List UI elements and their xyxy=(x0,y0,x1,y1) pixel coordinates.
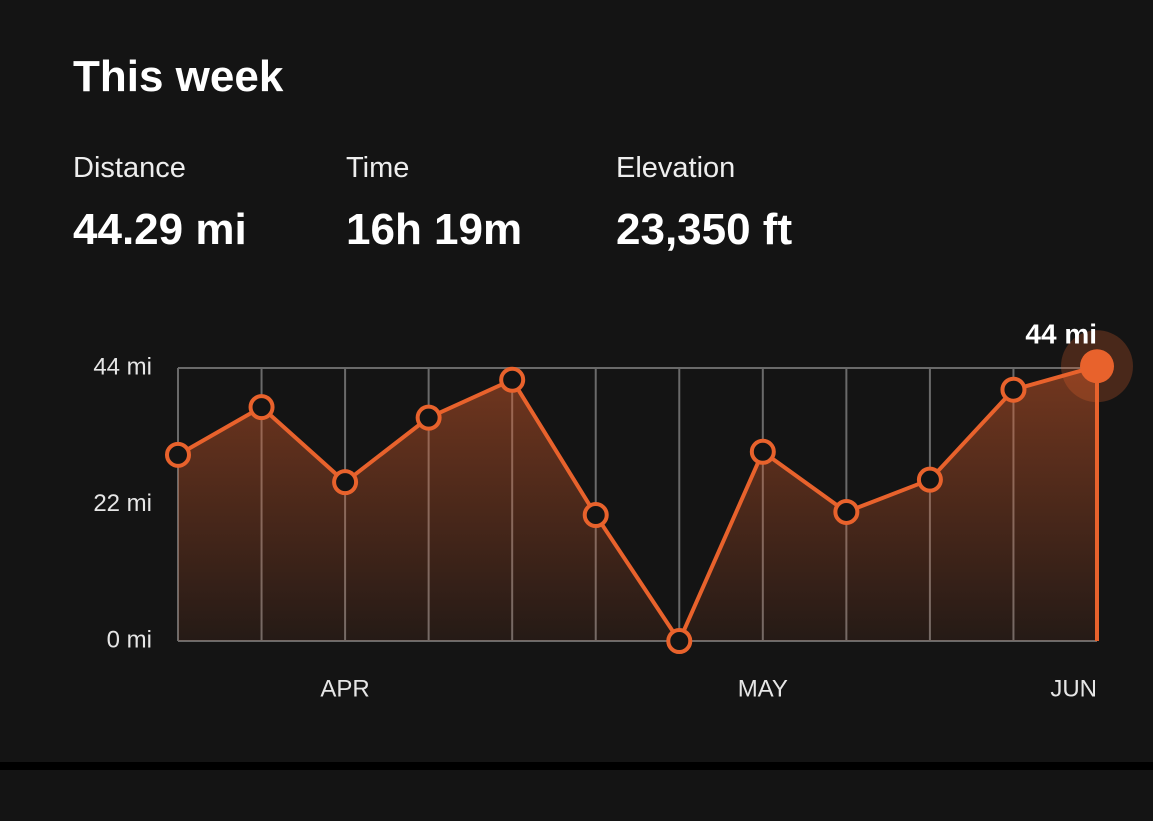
stat-value: 23,350 ft xyxy=(616,205,793,254)
stat: Elevation 23,350 ft xyxy=(616,152,792,255)
point xyxy=(332,469,359,496)
point xyxy=(499,366,526,393)
point xyxy=(833,498,860,525)
y-tick-label: 0 mi xyxy=(107,626,152,653)
area xyxy=(178,366,1097,641)
point xyxy=(165,441,191,468)
point xyxy=(582,502,609,529)
point xyxy=(749,438,776,465)
x-tick-label: MAY xyxy=(738,675,788,702)
point xyxy=(1000,376,1027,403)
separator xyxy=(0,762,1153,770)
stat-value: 44.29 mi xyxy=(73,205,247,254)
point xyxy=(248,394,275,421)
stat-value: 16h 19m xyxy=(346,205,523,254)
stat-label: Time xyxy=(346,152,410,184)
x-tick-label: JUN xyxy=(1050,675,1097,702)
stat-label: Elevation xyxy=(616,152,736,184)
point xyxy=(916,466,943,493)
section-title: This week xyxy=(73,52,284,101)
point-highlight xyxy=(1080,349,1114,384)
x-tick-label: APR xyxy=(320,675,369,702)
chart: 0 mi 22 mi 44 mi 44 mi APR MAY JUN xyxy=(93,319,1133,702)
stat: Distance 44.29 mi xyxy=(73,152,247,255)
line xyxy=(177,364,1098,643)
point xyxy=(666,628,693,654)
stat: Time 16h 19m xyxy=(346,152,522,255)
y-tick-label: 22 mi xyxy=(93,490,152,517)
y-tick-label: 44 mi xyxy=(93,353,152,380)
point xyxy=(415,404,442,431)
value-label: 44 mi xyxy=(1025,319,1097,350)
stat-label: Distance xyxy=(73,152,186,184)
